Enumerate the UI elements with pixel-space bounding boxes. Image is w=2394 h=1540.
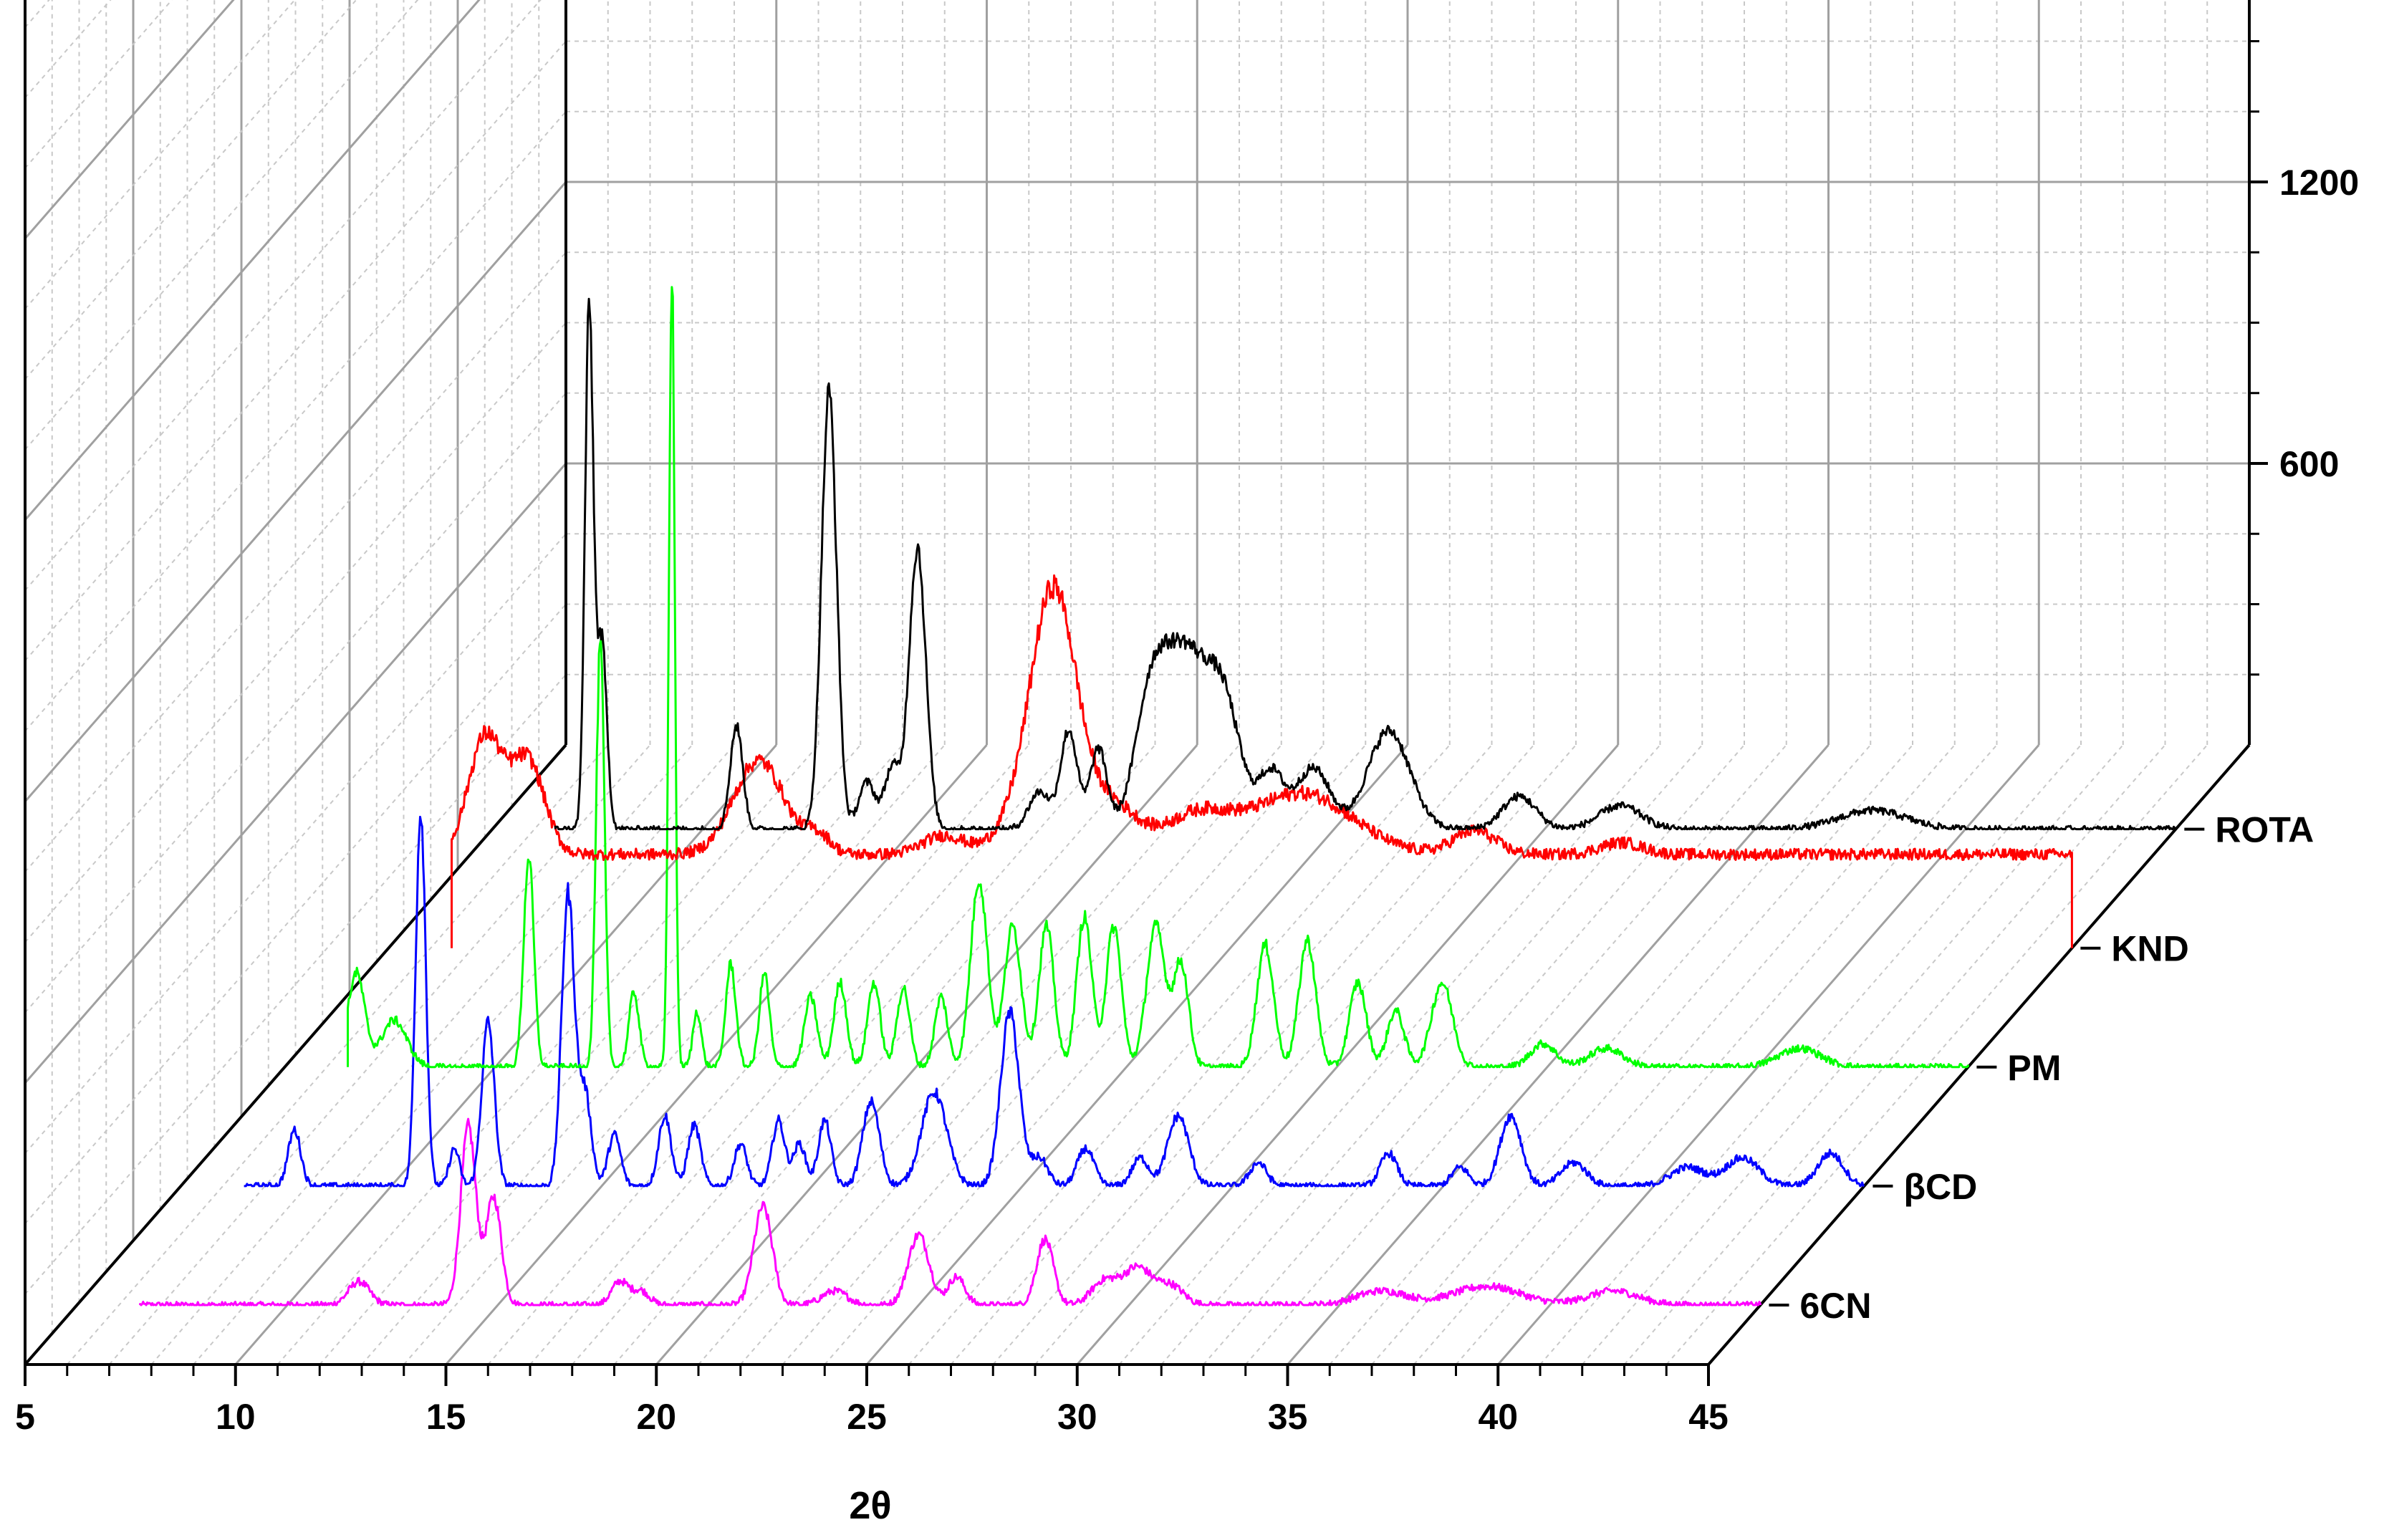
x-axis-title: 2θ <box>849 1484 891 1527</box>
z-axis: 6001200180024003000 <box>2249 40 2359 676</box>
x-axis: 5 10 15 20 25 30 35 40 45 <box>15 1365 1729 1437</box>
series-label-PM: PM <box>2007 1048 2061 1088</box>
series-label-βCD: βCD <box>1903 1167 1977 1207</box>
grid-line-major <box>24 0 481 521</box>
x-tick-label: 40 <box>1478 1397 1518 1437</box>
x-tick-label: 20 <box>636 1397 676 1437</box>
grid-line-major <box>24 463 567 1084</box>
z-tick-label: 1200 <box>2279 163 2359 203</box>
x-tick-label: 35 <box>1268 1397 1308 1437</box>
x-tick-label: 30 <box>1057 1397 1097 1437</box>
series-line-6CN <box>139 1117 1761 1306</box>
chart-series <box>139 286 2177 1306</box>
series-label-KND: KND <box>2111 929 2188 969</box>
x-tick-label: 15 <box>426 1397 466 1437</box>
series-line-ROTA <box>554 297 2177 831</box>
z-tick-label: 600 <box>2279 444 2339 484</box>
grid-line-major <box>24 181 567 802</box>
series-line-βCD <box>244 815 1865 1188</box>
series-line-KND <box>451 574 2073 948</box>
grid-line-major <box>1497 744 2040 1365</box>
x-tick-label: 25 <box>847 1397 887 1437</box>
x-tick-label: 45 <box>1688 1397 1729 1437</box>
series-labels: 6CN βCD PM KND ROTA <box>1769 810 2314 1326</box>
series-label-ROTA: ROTA <box>2215 810 2314 850</box>
series-line-PM <box>347 286 1969 1069</box>
grid-line-major <box>655 744 1198 1365</box>
series-label-6CN: 6CN <box>1799 1286 1871 1326</box>
frame-edge <box>1707 743 2251 1366</box>
grid-line-major <box>445 744 988 1365</box>
frame-edge <box>24 743 567 1366</box>
x-tick-label: 10 <box>216 1397 256 1437</box>
grid-line-major <box>865 744 1409 1365</box>
grid-line-major <box>24 0 235 239</box>
grid-line-major <box>1076 744 1619 1365</box>
x-tick-label: 5 <box>15 1397 35 1437</box>
